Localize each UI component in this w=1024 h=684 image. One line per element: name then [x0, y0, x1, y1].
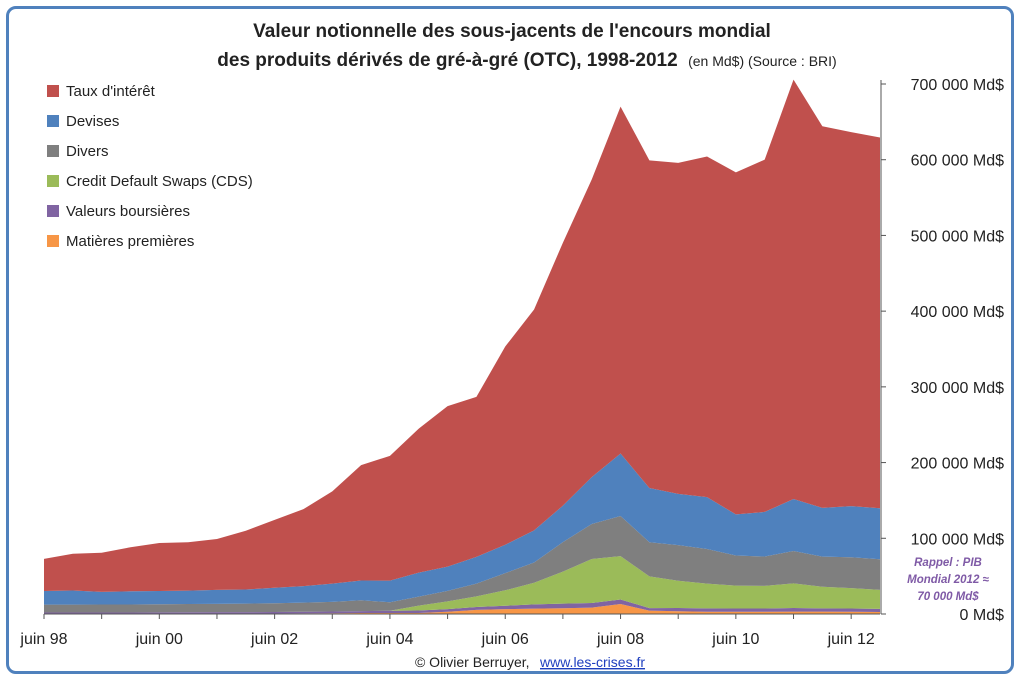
area-series-5 [44, 79, 880, 592]
legend-swatch [47, 175, 59, 187]
legend-swatch [47, 85, 59, 97]
legend-label: Devises [66, 113, 119, 130]
legend-swatch [47, 145, 59, 157]
area-series-0 [44, 604, 880, 614]
x-tick-label: juin 06 [481, 631, 529, 648]
y-tick-label: 500 000 Md$ [911, 228, 1005, 245]
legend: Taux d'intérêt Devises Divers Credit Defaul… [47, 83, 253, 250]
x-tick-label: juin 00 [135, 631, 183, 648]
gdp-note-line1: Rappel : PIB [914, 557, 982, 569]
area-series-3 [44, 515, 880, 613]
gdp-note-line3: 70 000 Md$ [917, 591, 979, 603]
legend-swatch [47, 235, 59, 247]
chart-title-line2-note: (en Md$) (Source : BRI) [688, 53, 837, 69]
area-series-1 [44, 599, 880, 614]
legend-swatch [47, 115, 59, 127]
y-tick-label: 700 000 Md$ [911, 77, 1005, 94]
area-series-2 [44, 556, 880, 613]
x-tick-label: juin 04 [365, 631, 413, 648]
legend-label: Matières premières [66, 233, 194, 250]
legend-label: Valeurs boursières [66, 203, 190, 220]
legend-swatch [47, 205, 59, 217]
legend-label: Credit Default Swaps (CDS) [66, 173, 253, 190]
y-tick-label: 200 000 Md$ [911, 456, 1005, 473]
legend-label: Taux d'intérêt [66, 83, 156, 100]
y-tick-label: 0 Md$ [960, 607, 1005, 624]
x-tick-label: juin 02 [250, 631, 298, 648]
x-tick-label: juin 12 [827, 631, 875, 648]
gdp-note-line2: Mondial 2012 ≈ [907, 574, 989, 586]
chart-title-line1: Valeur notionnelle des sous-jacents de l… [253, 21, 771, 42]
credit-line: © Olivier Berruyer, www.les-crises.fr [415, 654, 645, 671]
area-series-group [44, 79, 880, 614]
chart-title-line2-bold: des produits dérivés de gré-à-gré (OTC),… [217, 50, 677, 71]
credit-link[interactable]: www.les-crises.fr [539, 654, 645, 670]
x-tick-label: juin 08 [596, 631, 644, 648]
y-tick-label: 600 000 Md$ [911, 153, 1005, 170]
area-series-4 [44, 453, 880, 605]
y-tick-label: 100 000 Md$ [911, 531, 1005, 548]
x-tick-label: juin 98 [19, 631, 67, 648]
x-tick-label: juin 10 [711, 631, 759, 648]
chart-title-line2: des produits dérivés de gré-à-gré (OTC),… [217, 50, 836, 71]
credit-author: © Olivier Berruyer, [415, 654, 530, 670]
legend-label: Divers [66, 143, 109, 160]
axes-group: 0 Md$ 100 000 Md$ 200 000 Md$ 300 000 Md$ 40… [19, 77, 1004, 648]
y-tick-label: 300 000 Md$ [911, 380, 1005, 397]
y-tick-label: 400 000 Md$ [911, 304, 1005, 321]
